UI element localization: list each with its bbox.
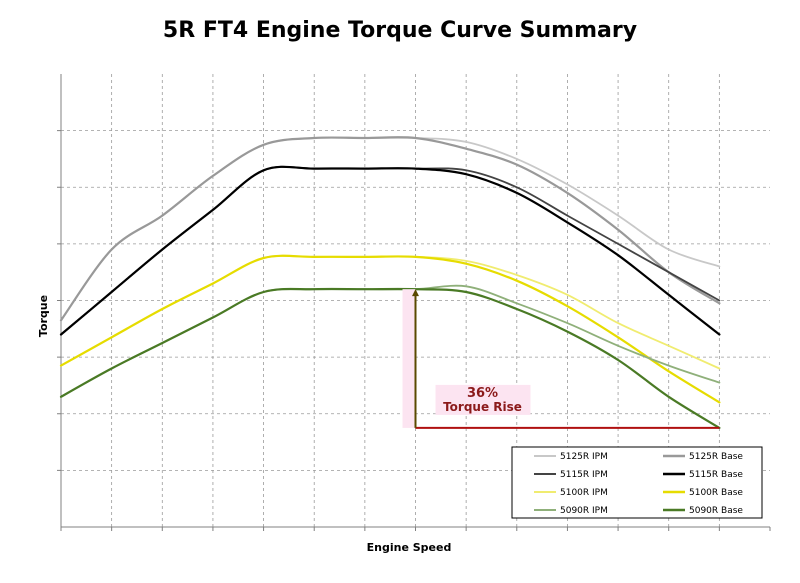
plot-frame [57, 74, 771, 531]
legend-label-5090r-base: 5090R Base [689, 506, 743, 516]
series-line-5090r-ipm [60, 284, 721, 398]
chart-title: 5R FT4 Engine Torque Curve Summary [162, 18, 638, 43]
legend-label-5115r-ipm: 5115R IPM [560, 470, 608, 480]
annotation-highlight [402, 289, 416, 428]
annotation-label-highlight [435, 384, 531, 415]
legend-label-5090r-ipm: 5090R IPM [560, 506, 608, 516]
legend: 5125R IPM 5125R Base 5115R IPM 5115R Base 51… [511, 446, 763, 519]
annotation-label: Torque Rise [443, 400, 522, 414]
y-axis-label: Torque [37, 295, 50, 337]
legend-label-5100r-ipm: 5100R IPM [560, 488, 608, 498]
series-line-5100r-base [59, 254, 721, 404]
legend-label-5125r-ipm: 5125R IPM [560, 452, 608, 462]
torque-rise-annotation: 36%Torque Rise [402, 289, 720, 429]
series-line-5125r-ipm [60, 136, 721, 322]
series-line-5090r-base [59, 287, 721, 429]
x-axis-label: Engine Speed [367, 541, 452, 554]
torque-rise-arrow-head [412, 289, 419, 297]
series-line-5115r-base [59, 165, 721, 336]
series-lines [59, 136, 721, 429]
legend-label-5125r-base: 5125R Base [689, 452, 743, 462]
series-line-5125r-base [59, 136, 721, 322]
annotation-percent: 36% [467, 386, 498, 401]
series-line-5100r-ipm [60, 254, 721, 370]
legend-label-5115r-base: 5115R Base [689, 470, 743, 480]
legend-box [511, 446, 763, 519]
legend-label-5100r-base: 5100R Base [689, 488, 743, 498]
